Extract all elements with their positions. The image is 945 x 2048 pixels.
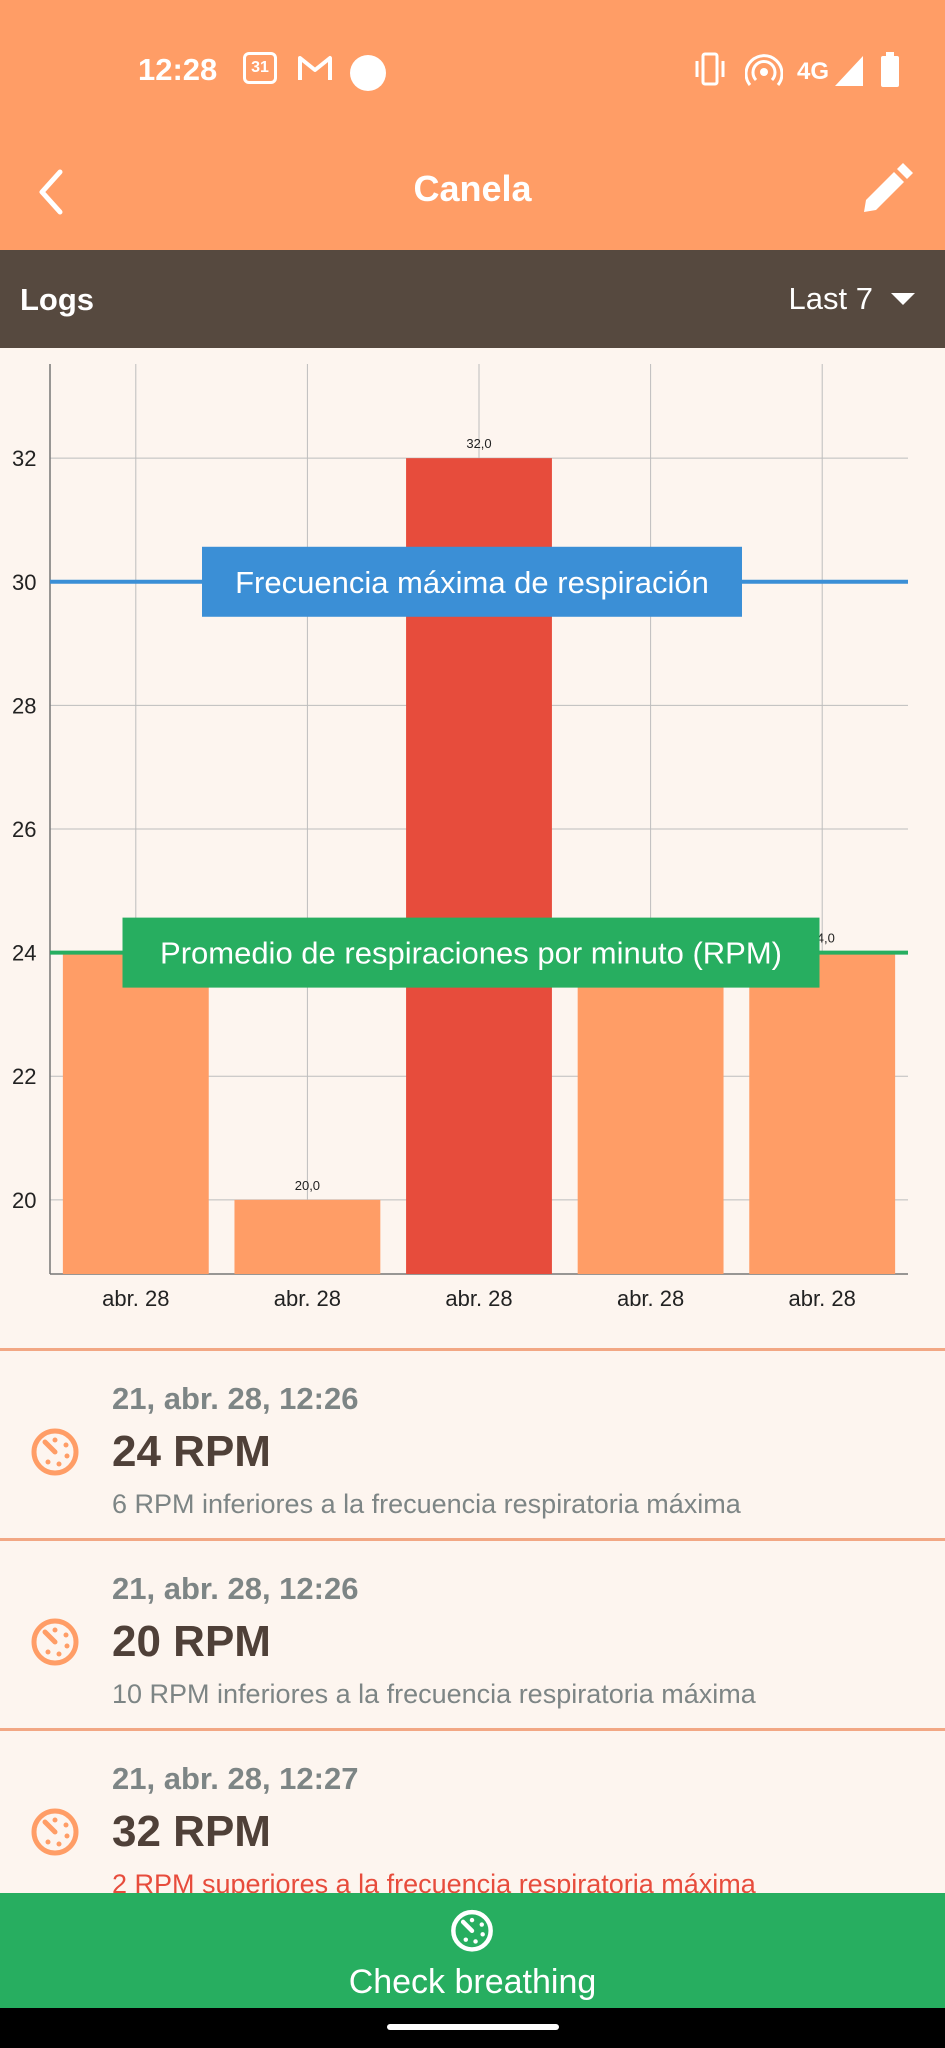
status-bar: 12:28 31 4G <box>0 0 945 140</box>
log-note: 10 RPM inferiores a la frecuencia respir… <box>112 1679 756 1709</box>
network-type: 4G <box>797 58 830 85</box>
check-breathing-button[interactable]: Check breathing <box>0 1893 945 2008</box>
timer-icon <box>31 1808 79 1856</box>
chart-bar <box>749 952 896 1274</box>
list-item[interactable]: 21, abr. 28, 12:27 32 RPM 2 RPM superior… <box>0 1728 945 1918</box>
gmail-icon <box>298 56 332 80</box>
check-breathing-label: Check breathing <box>348 1963 597 2001</box>
y-tick-label: 24 <box>12 941 36 966</box>
status-time: 12:28 <box>138 52 218 87</box>
pencil-icon[interactable] <box>856 160 916 220</box>
y-tick-label: 30 <box>12 570 36 595</box>
vibrate-icon <box>695 52 725 86</box>
bar-value-label: 20,0 <box>295 1178 320 1193</box>
battery-icon <box>881 52 899 87</box>
x-tick-label: abr. 28 <box>789 1286 856 1311</box>
log-rpm: 32 RPM <box>112 1807 271 1856</box>
timer-icon <box>451 1909 493 1952</box>
chart-bar <box>62 952 209 1274</box>
x-tick-label: abr. 28 <box>445 1286 512 1311</box>
chart-bar <box>234 1199 381 1274</box>
log-date: 21, abr. 28, 12:26 <box>112 1381 359 1416</box>
logs-label: Logs <box>20 282 95 317</box>
calendar-icon: 31 <box>243 52 277 84</box>
log-note: 6 RPM inferiores a la frecuencia respira… <box>112 1489 741 1519</box>
back-arrow-icon[interactable] <box>26 162 86 222</box>
system-nav-bar <box>0 2008 945 2048</box>
circle-notification-icon <box>350 55 386 91</box>
y-tick-label: 28 <box>12 693 36 718</box>
timer-icon <box>31 1618 79 1666</box>
logs-header: Logs Last 7 <box>0 250 945 348</box>
range-value: Last 7 <box>788 281 873 316</box>
chevron-down-icon <box>891 293 915 305</box>
x-tick-label: abr. 28 <box>274 1286 341 1311</box>
y-tick-label: 32 <box>12 446 36 471</box>
x-tick-label: abr. 28 <box>102 1286 169 1311</box>
limit-line-label: Promedio de respiraciones por minuto (RP… <box>160 936 782 971</box>
home-handle[interactable] <box>387 2024 559 2030</box>
x-tick-label: abr. 28 <box>617 1286 684 1311</box>
log-date: 21, abr. 28, 12:27 <box>112 1761 359 1796</box>
y-tick-label: 26 <box>12 817 36 842</box>
chart-bar <box>577 952 724 1274</box>
bar-value-label: 32,0 <box>466 436 491 451</box>
list-item[interactable]: 21, abr. 28, 12:26 20 RPM 10 RPM inferio… <box>0 1538 945 1728</box>
y-tick-label: 20 <box>12 1188 36 1213</box>
y-tick-label: 22 <box>12 1064 36 1089</box>
page-title: Canela <box>413 168 532 209</box>
log-rpm: 20 RPM <box>112 1617 271 1666</box>
limit-line-label-box <box>122 917 820 988</box>
list-item[interactable]: 21, abr. 28, 12:26 24 RPM 6 RPM inferior… <box>0 1348 945 1538</box>
signal-icon <box>835 56 863 86</box>
timer-icon <box>31 1428 79 1476</box>
limit-line-label-box <box>202 546 742 617</box>
range-dropdown[interactable]: Last 7 <box>789 276 915 322</box>
log-date: 21, abr. 28, 12:26 <box>112 1571 359 1606</box>
log-rpm: 24 RPM <box>112 1427 271 1476</box>
hotspot-icon <box>745 54 783 86</box>
log-list: 21, abr. 28, 12:26 24 RPM 6 RPM inferior… <box>0 1348 945 1918</box>
app-bar: Canela <box>0 140 945 250</box>
limit-line-label: Frecuencia máxima de respiración <box>235 565 709 600</box>
